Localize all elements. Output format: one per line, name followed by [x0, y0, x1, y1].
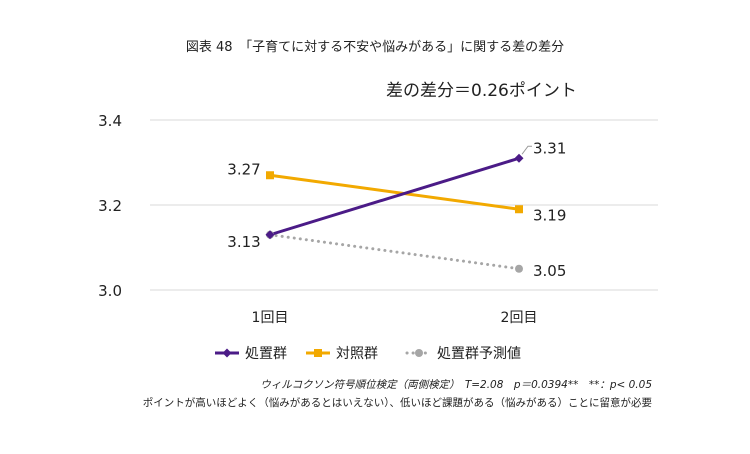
y-tick-label: 3.2	[98, 197, 122, 215]
legend-label: 処置群	[245, 346, 287, 362]
data-point-0-0	[265, 230, 275, 240]
data-point-1-0	[266, 171, 274, 180]
chart-title: 図表 48 「子育てに対する不安や悩みがある」に関する差の差分	[185, 40, 565, 55]
data-label-2-1: 3.05	[533, 262, 566, 280]
data-point-2-1	[515, 264, 523, 273]
interpretation-note: ポイントが高いほどよく（悩みがあるとはいえない）、低いほど課題がある（悩みがある…	[142, 397, 652, 409]
data-label-1-0: 3.27	[227, 160, 260, 178]
y-tick-label: 3.0	[98, 282, 122, 300]
line-chart: 3.0 3.2 3.4 1回目 2回目 3.13 3.31 3.27 3.19 3.05 処置群 対照…	[98, 112, 658, 362]
data-label-0-1: 3.31	[533, 139, 566, 157]
difference-label: 差の差分＝0.26ポイント	[386, 81, 577, 101]
y-tick-label: 3.4	[98, 112, 122, 130]
x-tick-label: 1回目	[252, 310, 289, 326]
data-label-1-1: 3.19	[533, 206, 566, 224]
series-line-2	[268, 233, 521, 271]
series-line-1	[269, 173, 520, 211]
legend-label: 対照群	[336, 346, 378, 362]
legend-label: 処置群予測値	[437, 346, 521, 362]
legend-swatch-marker	[314, 349, 322, 357]
data-point-0-1	[514, 153, 524, 163]
data-label-leader	[521, 145, 532, 155]
legend-swatch-marker	[415, 349, 423, 357]
x-tick-label: 2回目	[501, 310, 538, 326]
series-line-0	[269, 156, 520, 237]
data-label-0-0: 3.13	[227, 233, 260, 251]
data-point-1-1	[515, 205, 523, 214]
legend-swatch-marker	[222, 348, 232, 358]
statistical-test-note: ウィルコクソン符号順位検定（両側検定） T=2.08 p＝0.0394** **…	[260, 379, 652, 391]
